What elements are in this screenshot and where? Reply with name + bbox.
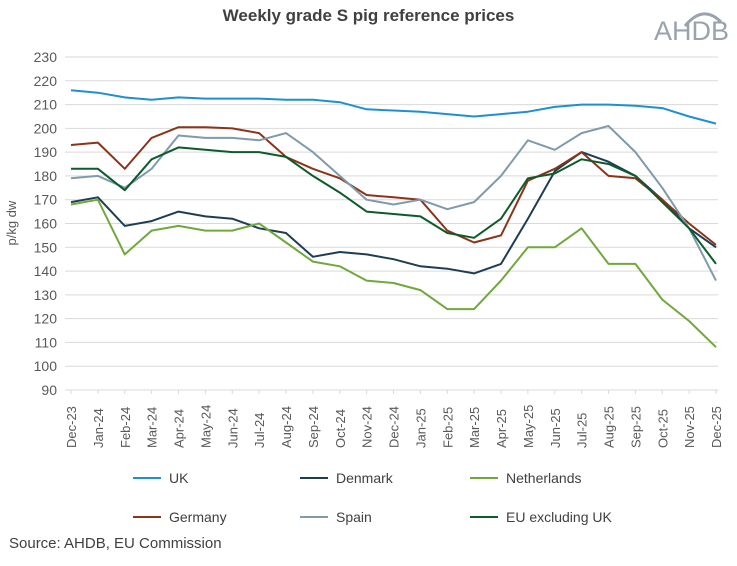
source-note: Source: AHDB, EU Commission xyxy=(9,535,222,552)
legend-swatch xyxy=(470,477,498,479)
logo-swoosh-icon xyxy=(683,12,723,27)
x-tick-label: Oct-25 xyxy=(655,409,670,448)
x-tick-label: Dec-25 xyxy=(709,406,724,448)
y-tick-label: 130 xyxy=(34,287,58,303)
x-tick-label: Jul-25 xyxy=(575,413,590,448)
legend-label: UK xyxy=(169,470,189,486)
x-tick-label: Sep-25 xyxy=(628,406,643,448)
y-tick-label: 100 xyxy=(34,358,58,374)
x-tick-label: Jan-24 xyxy=(91,408,106,448)
series-line-spain xyxy=(70,125,717,282)
y-tick-label: 160 xyxy=(34,216,58,232)
y-tick-label: 90 xyxy=(41,382,57,398)
legend-item: Netherlands xyxy=(470,470,582,486)
ahdb-logo: AHDB xyxy=(635,6,731,52)
legend-swatch xyxy=(470,516,498,518)
x-tick-label: Nov-25 xyxy=(682,406,697,448)
y-tick-label: 220 xyxy=(34,73,58,89)
legend-swatch xyxy=(133,516,161,518)
legend-swatch xyxy=(300,516,328,518)
x-tick-label: Aug-25 xyxy=(602,406,617,448)
line-chart: 90 100 110 120 130 140 150 160 170 180 190 200 210 22… xyxy=(4,49,724,448)
x-tick-label: Dec-23 xyxy=(64,406,79,448)
y-tick-label: 150 xyxy=(34,239,58,255)
y-tick-label: 190 xyxy=(34,144,58,160)
legend-label: Netherlands xyxy=(506,470,582,486)
y-tick-label: 120 xyxy=(34,311,58,327)
y-tick-label: 230 xyxy=(34,49,58,65)
series-line-germany xyxy=(70,126,717,246)
y-tick-label: 170 xyxy=(34,192,58,208)
y-tick-label: 140 xyxy=(34,263,58,279)
x-tick-label: Jun-24 xyxy=(225,408,240,448)
x-tick-label: Mar-25 xyxy=(467,407,482,448)
x-tick-label: Sep-24 xyxy=(306,406,321,448)
legend-label: Germany xyxy=(169,509,227,525)
x-tick-label: Dec-24 xyxy=(387,406,402,448)
x-tick-label: Apr-24 xyxy=(172,409,187,448)
x-tick-label: Jun-25 xyxy=(548,408,563,448)
series-line-uk xyxy=(70,89,717,125)
y-tick-label: 210 xyxy=(34,97,58,113)
y-axis-label: p/kg dw xyxy=(4,200,19,245)
series-line-netherlands xyxy=(70,198,717,348)
series-line-eu-excluding-uk xyxy=(71,146,717,265)
x-tick-label: May-24 xyxy=(198,405,213,448)
chart-title: Weekly grade S pig reference prices xyxy=(222,6,515,25)
x-tick-label: Feb-24 xyxy=(118,407,133,448)
x-tick-label: Jan-25 xyxy=(413,408,428,448)
legend-swatch xyxy=(300,477,328,479)
x-tick-label: Aug-24 xyxy=(279,406,294,448)
logo-text: AHDB xyxy=(653,16,729,46)
x-tick-label: May-25 xyxy=(521,405,536,448)
y-tick-label: 180 xyxy=(34,168,58,184)
y-tick-label: 200 xyxy=(34,120,58,136)
series-line-denmark xyxy=(70,151,717,275)
legend-item: Spain xyxy=(300,509,372,525)
legend-item: UK xyxy=(133,470,188,486)
x-tick-label: Feb-25 xyxy=(440,407,455,448)
x-tick-label: Mar-24 xyxy=(145,407,160,448)
legend-label: Denmark xyxy=(336,470,393,486)
x-tick-label: Nov-24 xyxy=(360,406,375,448)
legend-item: Denmark xyxy=(300,470,393,486)
y-tick-label: 110 xyxy=(35,334,58,350)
legend-label: Spain xyxy=(336,509,372,525)
legend-item: EU excluding UK xyxy=(470,509,612,525)
x-tick-label: Jul-24 xyxy=(252,413,267,448)
legend-swatch xyxy=(133,477,161,479)
x-tick-label: Apr-25 xyxy=(494,409,509,448)
legend-item: Germany xyxy=(133,509,227,525)
legend-label: EU excluding UK xyxy=(506,509,612,525)
x-tick-label: Oct-24 xyxy=(333,409,348,448)
